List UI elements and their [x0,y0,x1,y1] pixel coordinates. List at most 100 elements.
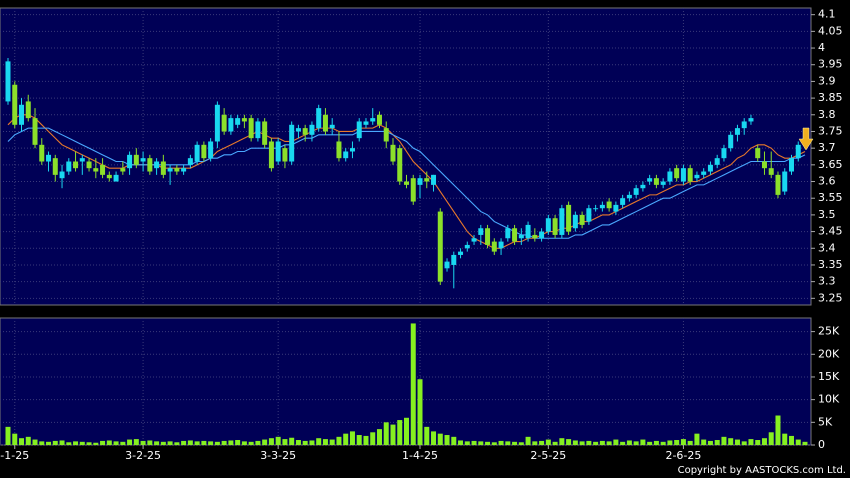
volume-bar [5,426,11,445]
volume-bar [410,323,416,445]
volume-bar [674,440,680,445]
volume-bar [768,432,774,445]
candle-body [620,198,626,205]
candle-body [32,118,38,145]
volume-bar [19,438,25,445]
volume-bar [255,440,261,445]
candle-body [113,174,119,182]
volume-bar [113,441,119,445]
candle-body [788,158,794,172]
volume-bar [775,415,781,445]
volume-bar [593,441,599,445]
volume-tick-label: 0 [818,438,825,451]
y-tick-label: 4.1 [818,8,836,21]
candle-body [120,168,126,172]
candle-body [498,241,504,249]
volume-bar [647,441,653,445]
candle-body [343,151,349,159]
x-tick-label: 1-4-25 [402,449,438,462]
candle-body [444,261,450,269]
candle-body [613,204,619,212]
volume-bar [579,441,585,445]
candle-body [25,101,31,119]
volume-bar [12,433,18,445]
candle-body [235,118,241,125]
volume-bar [302,440,308,445]
volume-bar [640,439,646,445]
candle-body [404,181,409,185]
volume-bar [714,440,720,445]
volume-bar [626,440,632,445]
volume-bar [518,442,524,445]
volume-bar [633,441,639,445]
copyright: Copyright by AASTOCKS.com Ltd. [678,465,846,476]
candle-body [167,168,173,172]
volume-bar [687,440,693,445]
volume-bar [201,440,207,445]
y-tick-label: 4.05 [818,24,843,37]
volume-bar [734,439,740,445]
volume-bar [532,441,538,445]
y-tick-label: 3.4 [818,241,836,254]
volume-bar [268,438,274,445]
candle-body [478,228,484,235]
candle-body [336,141,342,159]
volume-bar [721,436,727,445]
volume-bar [194,441,200,445]
candle-body [741,121,747,129]
x-tick-label: 2-6-25 [665,449,701,462]
volume-bar [214,441,220,445]
candle-body [458,251,464,255]
y-tick-label: 4 [818,41,825,54]
candle-body [464,244,470,249]
candle-body [194,144,200,162]
volume-tick-label: 20K [818,347,840,360]
volume-bar [566,439,572,445]
candle-body [694,174,700,179]
candle-body [572,214,578,229]
volume-bar [788,435,794,445]
volume-bar [613,439,619,445]
volume-bar [802,441,808,445]
candle-body [532,234,538,239]
y-tick-label: 3.8 [818,108,836,121]
volume-bar [370,432,376,445]
candle-body [782,171,788,192]
plot-layer: 3.25 3.3 3.35 3.4 3.45 3.5 3.55 3.6 3.65 3.7 3.75 3… [0,8,843,462]
volume-bar [620,441,626,445]
volume-bar [545,439,551,445]
candle-body [46,154,52,162]
candle-body [93,168,99,172]
candle-body [417,178,423,185]
candle-body [214,104,220,142]
volume-tick-label: 15K [818,370,840,383]
y-tick-label: 3.55 [818,191,843,204]
volume-bar [174,442,180,445]
y-tick-label: 3.3 [818,275,836,288]
volume-bar [133,439,139,445]
candle-body [687,168,693,182]
volume-bar [755,440,761,445]
y-tick-label: 3.95 [818,58,843,71]
volume-bar [336,436,342,445]
volume-bar [667,440,673,445]
candle-body [599,204,605,209]
volume-bar [680,439,686,445]
candle-body [262,121,268,145]
candle-body [79,158,85,162]
candle-body [525,224,531,239]
candle-body [539,231,545,239]
candle-body [431,174,437,185]
y-tick-label: 3.45 [818,225,843,238]
candle-body [275,141,281,162]
candle-body [761,161,767,169]
candle-body [228,118,234,132]
volume-bar [491,442,497,445]
volume-bar [329,439,335,445]
price-panel [0,7,812,306]
candle-body [363,121,369,125]
candle-body [485,228,491,245]
candle-body [566,204,572,232]
candle-body [410,178,416,202]
signal-arrow [798,127,814,151]
